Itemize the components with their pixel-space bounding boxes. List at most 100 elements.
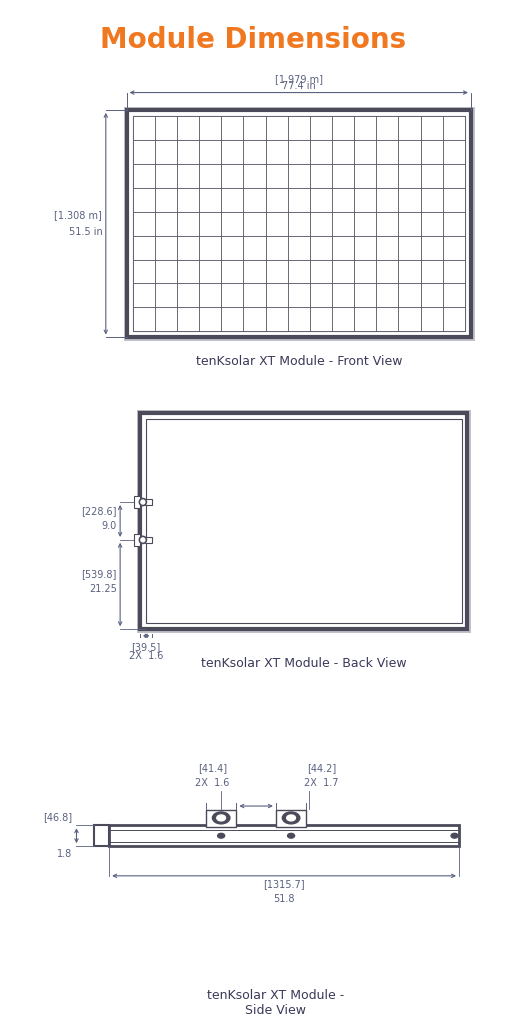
Bar — [146, 419, 462, 624]
Text: [539.8]: [539.8] — [82, 569, 117, 580]
Bar — [266, 187, 287, 212]
Bar — [243, 259, 266, 284]
Text: 77.4 in: 77.4 in — [282, 81, 316, 91]
Bar — [133, 259, 155, 284]
Bar — [222, 259, 243, 284]
Bar — [155, 116, 177, 140]
Bar — [222, 236, 243, 259]
Bar — [399, 236, 420, 259]
Bar — [133, 116, 465, 332]
Bar — [155, 212, 177, 236]
Text: tenKsolar XT Module -
Side View: tenKsolar XT Module - Side View — [207, 989, 344, 1017]
Bar — [177, 187, 199, 212]
Bar — [199, 212, 222, 236]
Circle shape — [451, 834, 458, 838]
Bar — [243, 116, 266, 140]
Bar — [310, 116, 332, 140]
Bar — [443, 164, 465, 187]
Bar — [177, 236, 199, 259]
Bar — [133, 236, 155, 259]
Bar — [243, 307, 266, 332]
Bar — [287, 187, 310, 212]
Bar — [376, 140, 399, 164]
Bar — [243, 284, 266, 307]
Text: [1.979 m]: [1.979 m] — [275, 74, 323, 84]
Circle shape — [212, 812, 230, 824]
Bar — [199, 284, 222, 307]
Bar — [287, 140, 310, 164]
Bar — [420, 284, 443, 307]
Bar — [287, 164, 310, 187]
Text: Module Dimensions: Module Dimensions — [100, 26, 407, 53]
Text: 51.5 in: 51.5 in — [68, 227, 102, 238]
Bar — [354, 212, 376, 236]
Text: tenKsolar XT Module - Front View: tenKsolar XT Module - Front View — [196, 355, 402, 368]
Bar — [140, 413, 467, 629]
Bar — [222, 307, 243, 332]
Bar — [376, 116, 399, 140]
Bar — [199, 116, 222, 140]
Bar — [310, 164, 332, 187]
Bar — [243, 212, 266, 236]
Bar — [199, 140, 222, 164]
Bar — [145, 499, 152, 505]
Bar — [222, 212, 243, 236]
Bar — [177, 259, 199, 284]
Bar — [177, 284, 199, 307]
Bar — [310, 307, 332, 332]
Bar — [266, 212, 287, 236]
Bar — [110, 825, 459, 846]
Bar — [155, 307, 177, 332]
Bar — [266, 307, 287, 332]
Bar — [420, 259, 443, 284]
Bar — [310, 236, 332, 259]
Bar — [127, 110, 471, 338]
Bar — [222, 284, 243, 307]
Bar — [94, 825, 110, 846]
Bar — [243, 236, 266, 259]
Text: [228.6]: [228.6] — [81, 506, 117, 516]
Bar — [287, 259, 310, 284]
Bar — [399, 284, 420, 307]
Bar — [399, 140, 420, 164]
Bar — [443, 140, 465, 164]
Bar — [420, 236, 443, 259]
Bar — [354, 307, 376, 332]
Bar — [177, 307, 199, 332]
Bar — [155, 140, 177, 164]
Bar — [140, 413, 467, 629]
Bar — [354, 259, 376, 284]
Bar — [287, 307, 310, 332]
Bar — [145, 537, 152, 543]
Bar — [376, 284, 399, 307]
Bar — [376, 212, 399, 236]
Bar — [155, 236, 177, 259]
Bar — [443, 284, 465, 307]
Bar — [155, 187, 177, 212]
Bar — [222, 140, 243, 164]
Bar — [376, 236, 399, 259]
Bar — [266, 259, 287, 284]
Bar — [354, 116, 376, 140]
Bar — [287, 236, 310, 259]
Bar — [376, 187, 399, 212]
Bar — [354, 164, 376, 187]
Text: [46.8]: [46.8] — [43, 812, 72, 822]
Text: 2X  1.6: 2X 1.6 — [195, 778, 230, 788]
Bar — [443, 259, 465, 284]
Bar — [243, 164, 266, 187]
Bar — [376, 259, 399, 284]
Bar — [399, 116, 420, 140]
Circle shape — [287, 815, 296, 821]
Bar — [133, 212, 155, 236]
Bar — [199, 236, 222, 259]
Bar — [310, 187, 332, 212]
Bar — [266, 116, 287, 140]
Text: [44.2]: [44.2] — [307, 763, 336, 773]
Bar — [199, 307, 222, 332]
Bar — [420, 212, 443, 236]
Text: [39.5]: [39.5] — [132, 642, 161, 652]
Bar — [310, 284, 332, 307]
Bar — [222, 164, 243, 187]
Bar — [420, 116, 443, 140]
